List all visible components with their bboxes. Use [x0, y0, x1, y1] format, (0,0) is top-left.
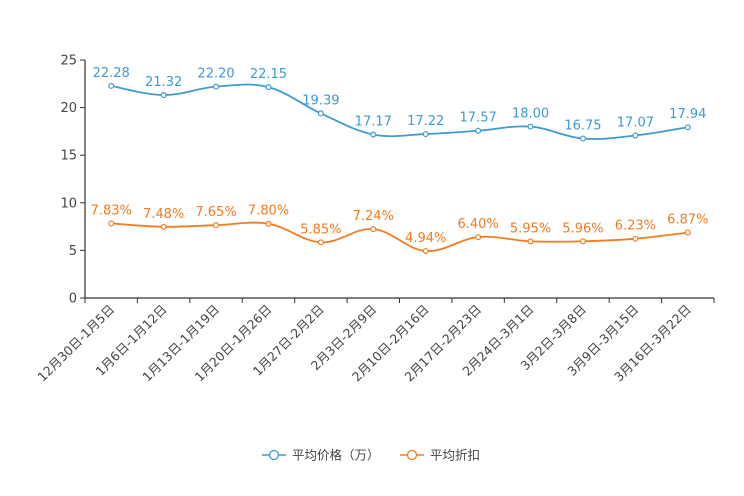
data-label: 18.00	[512, 107, 549, 122]
data-label: 5.96%	[562, 221, 603, 236]
data-label: 17.07	[617, 115, 654, 130]
data-label: 17.57	[460, 111, 497, 126]
data-label: 17.94	[669, 107, 706, 122]
data-label: 21.32	[145, 75, 182, 90]
data-label: 17.22	[407, 114, 444, 129]
data-label: 7.83%	[91, 203, 132, 218]
chart-legend: 平均价格（万） 平均折扣	[262, 448, 480, 463]
legend-marker	[268, 449, 280, 461]
data-point	[632, 235, 639, 242]
data-label: 6.40%	[457, 217, 498, 232]
data-label: 22.15	[250, 67, 287, 82]
series-line	[111, 221, 688, 252]
legend-label: 平均价格（万）	[292, 448, 380, 463]
data-point	[527, 123, 534, 130]
data-label: 5.85%	[300, 222, 341, 237]
series-line	[111, 83, 688, 140]
legend-marker	[406, 449, 418, 461]
data-label: 7.80%	[248, 204, 289, 219]
y-tick-label: 25	[60, 54, 77, 69]
legend-label: 平均折扣	[430, 448, 480, 463]
data-point	[265, 220, 272, 227]
y-tick-label: 20	[60, 101, 77, 116]
data-point	[317, 239, 324, 246]
data-label: 19.39	[302, 93, 339, 108]
series-average-discount: 7.83% 7.48% 7.65% 7.80% 5.85% 7.24% 4.94% 6.40%…	[91, 203, 708, 254]
data-point	[265, 84, 272, 91]
data-point	[527, 238, 534, 245]
data-label: 4.94%	[405, 231, 446, 246]
data-label: 22.28	[93, 66, 130, 81]
y-tick-label: 0	[69, 292, 77, 307]
data-label: 17.17	[355, 115, 392, 130]
data-point	[579, 135, 586, 142]
chart-series: 22.28 21.32 22.20 22.15 19.39 17.17 17.22 17.57…	[91, 66, 708, 254]
data-point	[684, 124, 691, 131]
data-point	[579, 238, 586, 245]
data-point	[422, 247, 429, 254]
data-point	[475, 234, 482, 241]
data-point	[108, 82, 115, 89]
data-point	[108, 220, 115, 227]
y-tick-label: 5	[69, 244, 77, 259]
data-point	[317, 110, 324, 117]
data-label: 16.75	[564, 119, 601, 134]
data-label: 6.87%	[667, 213, 708, 228]
data-point	[684, 229, 691, 236]
data-point	[422, 131, 429, 138]
legend-item: 平均价格（万）	[262, 448, 380, 463]
data-point	[213, 83, 220, 90]
data-point	[160, 92, 167, 99]
data-point	[370, 226, 377, 233]
data-label: 7.24%	[353, 209, 394, 224]
data-label: 7.48%	[143, 207, 184, 222]
legend-item: 平均折扣	[400, 448, 480, 463]
data-label: 6.23%	[615, 219, 656, 234]
data-point	[475, 127, 482, 134]
data-point	[370, 131, 377, 138]
data-point	[632, 132, 639, 139]
y-tick-label: 15	[60, 149, 77, 164]
data-point	[160, 223, 167, 230]
data-label: 5.95%	[510, 221, 551, 236]
data-label: 7.65%	[195, 205, 236, 220]
data-label: 22.20	[197, 67, 234, 82]
series-average-price: 22.28 21.32 22.20 22.15 19.39 17.17 17.22 17.57…	[93, 66, 706, 142]
data-point	[213, 222, 220, 229]
y-tick-label: 10	[60, 196, 77, 211]
